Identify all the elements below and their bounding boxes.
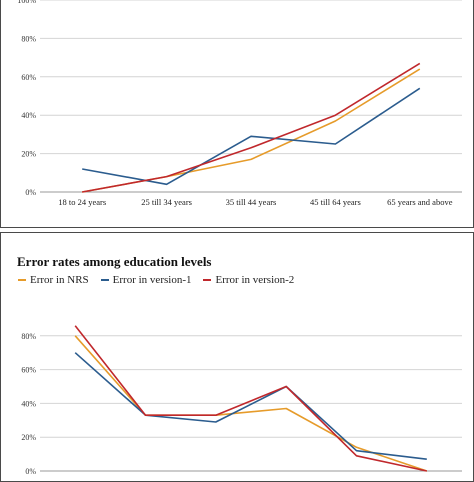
legend-label-nrs: Error in NRS — [30, 274, 89, 286]
bottom-y-tick-label: 80% — [21, 332, 36, 341]
bottom-series-line-2 — [74, 352, 427, 460]
top-x-tick-label: 65 years and above — [387, 197, 453, 207]
legend: Error in NRS Error in version-1 Error in… — [18, 273, 306, 287]
bottom-series-line-3 — [74, 325, 427, 472]
top-x-tick-label: 45 till 64 years — [310, 197, 361, 207]
legend-swatch-nrs — [18, 279, 26, 281]
top-y-tick-label: 0% — [25, 188, 36, 197]
top-y-tick-label: 40% — [21, 111, 36, 120]
top-y-tick-label: 100% — [17, 0, 36, 5]
top-x-tick-label: 25 till 34 years — [141, 197, 192, 207]
top-series-line-1 — [82, 68, 421, 193]
legend-item-version-1: Error in version-1 — [100, 274, 192, 286]
bottom-y-tick-label: 20% — [21, 433, 36, 442]
top-y-tick-label: 60% — [21, 73, 36, 82]
top-series-line-3 — [82, 62, 421, 193]
chart-title: Error rates among education levels — [17, 254, 212, 269]
legend-swatch-version-2 — [203, 279, 212, 281]
bottom-series-line-1 — [74, 335, 428, 472]
bottom-y-tick-label: 40% — [21, 399, 36, 408]
legend-item-nrs: Error in NRS — [18, 274, 89, 286]
bottom-y-tick-label: 0% — [25, 467, 36, 474]
top-y-tick-label: 80% — [21, 34, 36, 43]
top-series-line-2 — [82, 87, 421, 186]
top-x-tick-label: 35 till 44 years — [226, 197, 277, 207]
top-y-tick-label: 20% — [21, 150, 36, 159]
legend-swatch-version-1 — [100, 279, 109, 281]
legend-label-version-2: Error in version-2 — [215, 274, 295, 286]
bottom-y-tick-label: 60% — [21, 366, 36, 375]
top-x-tick-label: 18 to 24 years — [58, 197, 106, 207]
legend-label-version-1: Error in version-1 — [112, 274, 192, 286]
legend-item-version-2: Error in version-2 — [203, 274, 294, 286]
